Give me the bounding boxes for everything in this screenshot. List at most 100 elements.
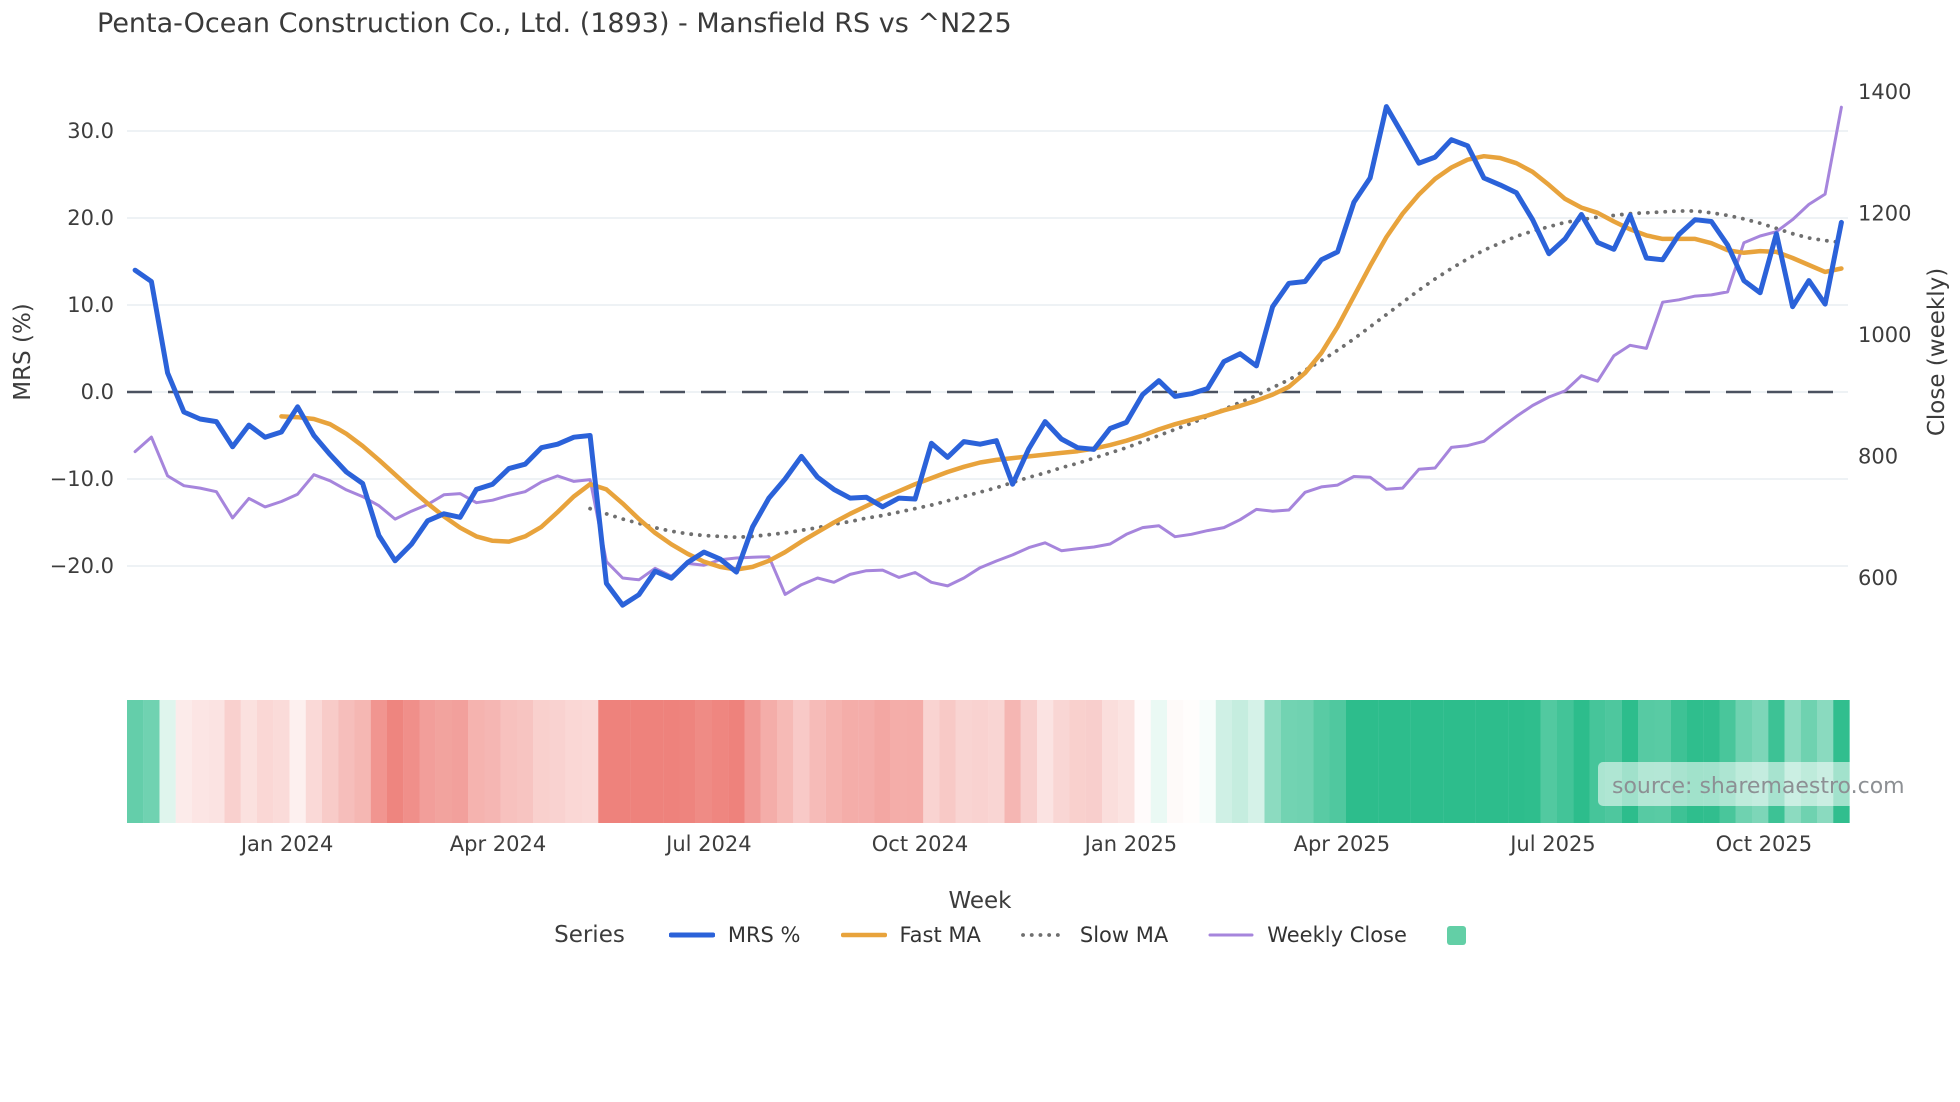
heatmap-cell — [500, 700, 518, 823]
legend-item-label: Slow MA — [1079, 923, 1169, 947]
legend-swatch — [668, 932, 715, 938]
heatmap-cell — [354, 700, 371, 823]
heatmap-cell — [1264, 700, 1281, 823]
heatmap-cell — [760, 700, 778, 823]
legend-item-weekly-close: Weekly Close — [1208, 923, 1407, 947]
legend-item-label: Fast MA — [899, 923, 981, 947]
heatmap-cell — [435, 700, 453, 823]
y-right-tick-label: 800 — [1858, 445, 1898, 469]
x-tick-label: Oct 2025 — [1716, 832, 1812, 856]
y-left-tick-label: −10.0 — [50, 467, 114, 491]
heatmap-cell — [159, 700, 176, 823]
heatmap-cell — [403, 700, 420, 823]
legend-item-label: Weekly Close — [1267, 923, 1407, 947]
heatmap-cell — [1280, 700, 1298, 823]
heatmap-cell — [127, 700, 144, 823]
heatmap-cell — [1508, 700, 1525, 823]
heatmap-cell — [1085, 700, 1103, 823]
heatmap-cell — [890, 700, 908, 823]
heatmap-cell — [712, 700, 729, 823]
heatmap-cell — [370, 700, 388, 823]
y-left-tick-label: −20.0 — [50, 554, 114, 578]
heatmap-cell — [809, 700, 826, 823]
heatmap-cell — [907, 700, 924, 823]
heatmap-cell — [1215, 700, 1233, 823]
heatmap-cell — [1524, 700, 1541, 823]
y-left-tick-label: 20.0 — [67, 206, 114, 230]
heatmap-cell — [1150, 700, 1168, 823]
heatmap-cell — [1410, 700, 1428, 823]
heatmap-cell — [565, 700, 583, 823]
legend-heatmap-swatch — [1446, 925, 1466, 945]
legend-swatch — [1208, 933, 1254, 937]
heatmap-cell — [679, 700, 696, 823]
heatmap-cell — [143, 700, 160, 823]
heatmap-cell — [1069, 700, 1086, 823]
heatmap-cell — [1004, 700, 1021, 823]
heatmap-cell — [1313, 700, 1330, 823]
heatmap-cell — [744, 700, 761, 823]
heatmap-cell — [240, 700, 258, 823]
heatmap-cell — [598, 700, 615, 823]
heatmap-strip — [127, 700, 1850, 823]
heatmap-cell — [257, 700, 274, 823]
heatmap-cell — [1443, 700, 1460, 823]
heatmap-cell — [1427, 700, 1444, 823]
heatmap-cell — [484, 700, 501, 823]
legend: Series MRS % Fast MA Slow MA Weekly Close — [0, 922, 1960, 948]
x-tick-label: Apr 2025 — [1294, 832, 1390, 856]
heatmap-cell — [1167, 700, 1184, 823]
heatmap-cell — [1573, 700, 1590, 823]
series-line-fast-ma — [279, 153, 1844, 572]
heatmap-cell — [1475, 700, 1493, 823]
y-right-tick-label: 1000 — [1858, 323, 1911, 347]
heatmap-cell — [1232, 700, 1249, 823]
heatmap-cell — [1053, 700, 1070, 823]
heatmap-cell — [1378, 700, 1395, 823]
x-axis-title: Week — [948, 888, 1012, 914]
heatmap-cell — [224, 700, 241, 823]
heatmap-cell — [1557, 700, 1574, 823]
heatmap-cell — [1329, 700, 1346, 823]
heatmap-cell — [322, 700, 339, 823]
chart-title: Penta-Ocean Construction Co., Ltd. (1893… — [97, 8, 1012, 39]
legend-swatch — [840, 932, 887, 938]
heatmap-cell — [988, 700, 1005, 823]
heatmap-cell — [582, 700, 599, 823]
heatmap-cell — [874, 700, 891, 823]
heatmap-cell — [305, 700, 323, 823]
heatmap-cell — [695, 700, 713, 823]
heatmap-cell — [842, 700, 859, 823]
heatmap-cell — [1037, 700, 1054, 823]
series-line-weekly-close — [133, 105, 1843, 596]
heatmap-cell — [663, 700, 680, 823]
heatmap-cell — [533, 700, 550, 823]
heatmap-cell — [1020, 700, 1038, 823]
heatmap-cell — [289, 700, 306, 823]
heatmap-cell — [1362, 700, 1379, 823]
heatmap-cell — [387, 700, 404, 823]
heatmap-cell — [1492, 700, 1509, 823]
heatmap-cell — [1540, 700, 1558, 823]
heatmap-cell — [728, 700, 745, 823]
heatmap-cell — [1118, 700, 1135, 823]
watermark-box — [1598, 762, 1940, 806]
legend-item-label: MRS % — [727, 923, 801, 947]
heatmap-cell — [825, 700, 843, 823]
heatmap-cell — [793, 700, 810, 823]
heatmap-cell — [858, 700, 875, 823]
y-right-tick-label: 1200 — [1858, 202, 1911, 226]
y-right-tick-label: 1400 — [1858, 80, 1911, 104]
heatmap-cell — [923, 700, 940, 823]
heatmap-cell — [1394, 700, 1411, 823]
heatmap-cell — [1459, 700, 1476, 823]
heatmap-cell — [1345, 700, 1363, 823]
series-line-mrs- — [132, 104, 1844, 608]
heatmap-cell — [273, 700, 290, 823]
heatmap-cell — [192, 700, 209, 823]
y-left-tick-label: 0.0 — [81, 380, 114, 404]
x-tick-label: Oct 2024 — [872, 832, 968, 856]
axis-tick-labels: Jan 2024 Apr 2024 Jul 2024 Oct 2024 Jan 2025… — [50, 80, 1912, 856]
heatmap-cell — [517, 700, 534, 823]
